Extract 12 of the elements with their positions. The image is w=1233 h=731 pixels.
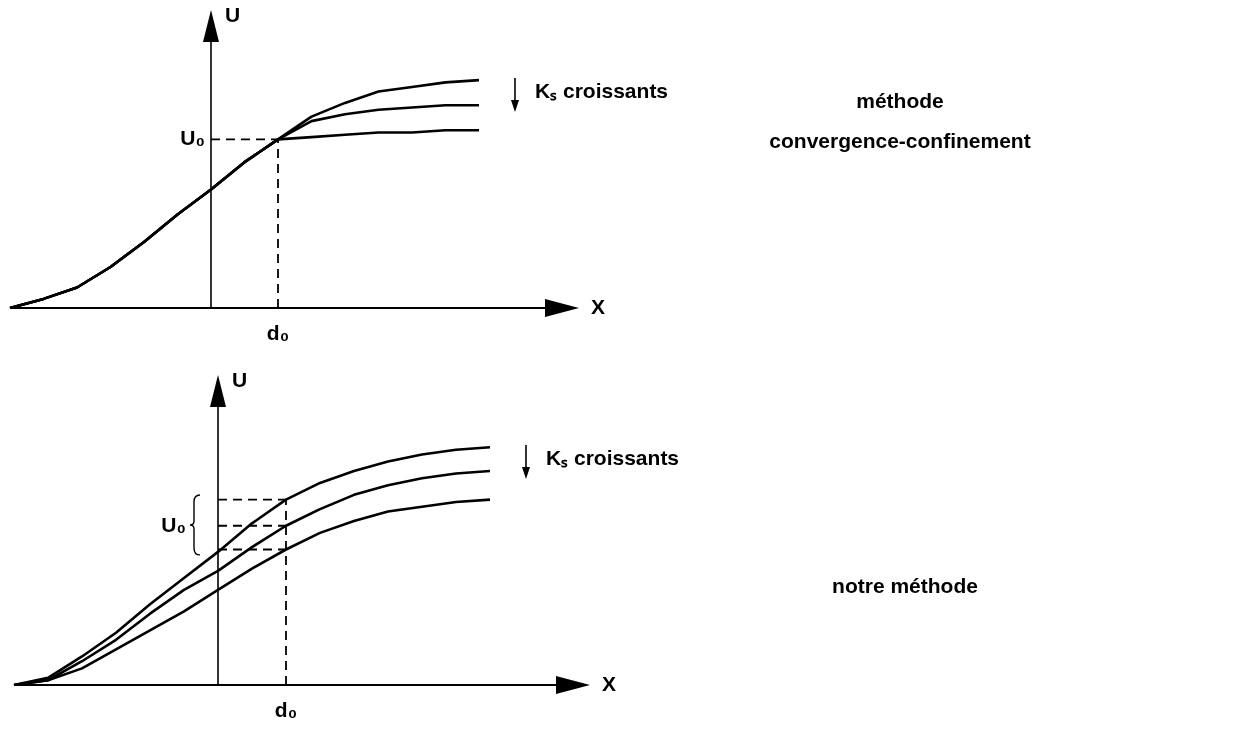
y-axis-title: U (232, 367, 248, 391)
ref-line-label: U₀ (180, 126, 205, 150)
text: Kₛ croissants (546, 446, 680, 470)
y-axis-title: U (225, 2, 241, 26)
text: Kₛ croissants (535, 78, 669, 102)
text: d₀ (266, 321, 290, 345)
x-axis-title: X (591, 294, 606, 318)
ref-line-label: U₀ (161, 512, 186, 536)
text: d₀ (274, 698, 298, 722)
x-axis-title: X (602, 671, 617, 695)
text: notre méthode (832, 573, 978, 597)
text: méthode convergence-confinement (769, 88, 1031, 152)
